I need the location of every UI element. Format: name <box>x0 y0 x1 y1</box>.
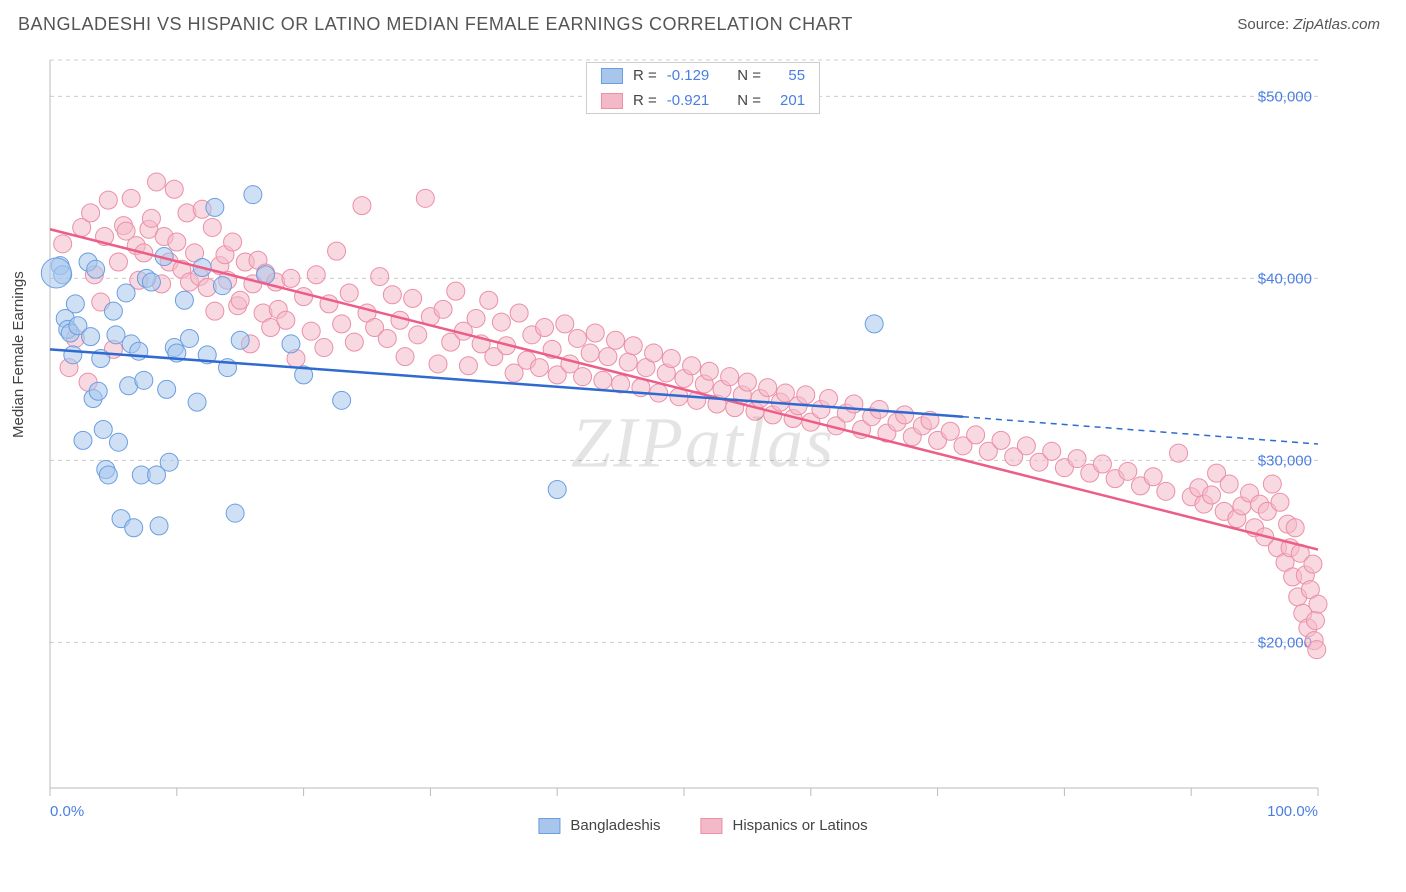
n-label: N = <box>737 67 761 84</box>
chart-header: BANGLADESHI VS HISPANIC OR LATINO MEDIAN… <box>0 0 1406 43</box>
svg-text:$30,000: $30,000 <box>1258 452 1312 469</box>
legend-label-blue: Bangladeshis <box>570 817 660 834</box>
svg-text:$50,000: $50,000 <box>1258 88 1312 105</box>
legend-row-blue: R = -0.129 N = 55 <box>587 63 819 88</box>
chart-area: Median Female Earnings $20,000$30,000$40… <box>18 48 1388 838</box>
source-value: ZipAtlas.com <box>1293 16 1380 33</box>
r-label: R = <box>633 92 657 109</box>
chart-title: BANGLADESHI VS HISPANIC OR LATINO MEDIAN… <box>18 14 853 35</box>
svg-text:$20,000: $20,000 <box>1258 634 1312 651</box>
correlation-legend: R = -0.129 N = 55 R = -0.921 N = 201 <box>586 62 820 114</box>
legend-row-pink: R = -0.921 N = 201 <box>587 88 819 113</box>
swatch-blue <box>538 818 560 834</box>
n-label: N = <box>737 92 761 109</box>
swatch-pink <box>601 93 623 109</box>
r-value-blue: -0.129 <box>667 67 710 84</box>
swatch-blue <box>601 68 623 84</box>
r-label: R = <box>633 67 657 84</box>
n-value-blue: 55 <box>771 67 805 84</box>
svg-text:0.0%: 0.0% <box>50 803 84 820</box>
svg-text:$40,000: $40,000 <box>1258 270 1312 287</box>
swatch-pink <box>701 818 723 834</box>
source-attribution: Source: ZipAtlas.com <box>1237 16 1380 33</box>
legend-item-pink: Hispanics or Latinos <box>701 817 868 834</box>
legend-label-pink: Hispanics or Latinos <box>733 817 868 834</box>
legend-item-blue: Bangladeshis <box>538 817 660 834</box>
y-axis-label: Median Female Earnings <box>10 271 27 438</box>
n-value-pink: 201 <box>771 92 805 109</box>
series-legend: Bangladeshis Hispanics or Latinos <box>538 817 867 834</box>
source-label: Source: <box>1237 16 1293 33</box>
scatter-chart: $20,000 $30,000 $40,000 $50,000 0.0% 100.0% <box>18 48 1388 838</box>
r-value-pink: -0.921 <box>667 92 710 109</box>
svg-text:100.0%: 100.0% <box>1267 803 1318 820</box>
